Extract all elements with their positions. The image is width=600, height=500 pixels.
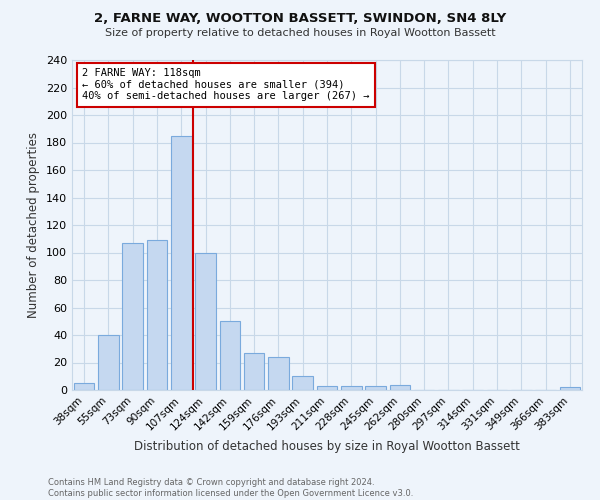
Text: Size of property relative to detached houses in Royal Wootton Bassett: Size of property relative to detached ho… (104, 28, 496, 38)
Bar (122, 243, 143, 390)
Bar (268, 357, 289, 390)
Text: 2, FARNE WAY, WOOTTON BASSETT, SWINDON, SN4 8LY: 2, FARNE WAY, WOOTTON BASSETT, SWINDON, … (94, 12, 506, 26)
Bar (292, 376, 313, 390)
Bar (98, 335, 119, 390)
Bar (560, 387, 580, 390)
Text: 2 FARNE WAY: 118sqm
← 60% of detached houses are smaller (394)
40% of semi-detac: 2 FARNE WAY: 118sqm ← 60% of detached ho… (82, 68, 370, 102)
X-axis label: Distribution of detached houses by size in Royal Wootton Bassett: Distribution of detached houses by size … (134, 440, 520, 453)
Bar (341, 386, 362, 390)
Bar (171, 136, 191, 390)
Bar (317, 386, 337, 390)
Text: Contains HM Land Registry data © Crown copyright and database right 2024.
Contai: Contains HM Land Registry data © Crown c… (48, 478, 413, 498)
Bar (365, 386, 386, 390)
Bar (244, 353, 265, 390)
Y-axis label: Number of detached properties: Number of detached properties (28, 132, 40, 318)
Bar (389, 384, 410, 390)
Bar (195, 252, 216, 390)
Bar (220, 322, 240, 390)
Bar (74, 383, 94, 390)
Bar (146, 240, 167, 390)
